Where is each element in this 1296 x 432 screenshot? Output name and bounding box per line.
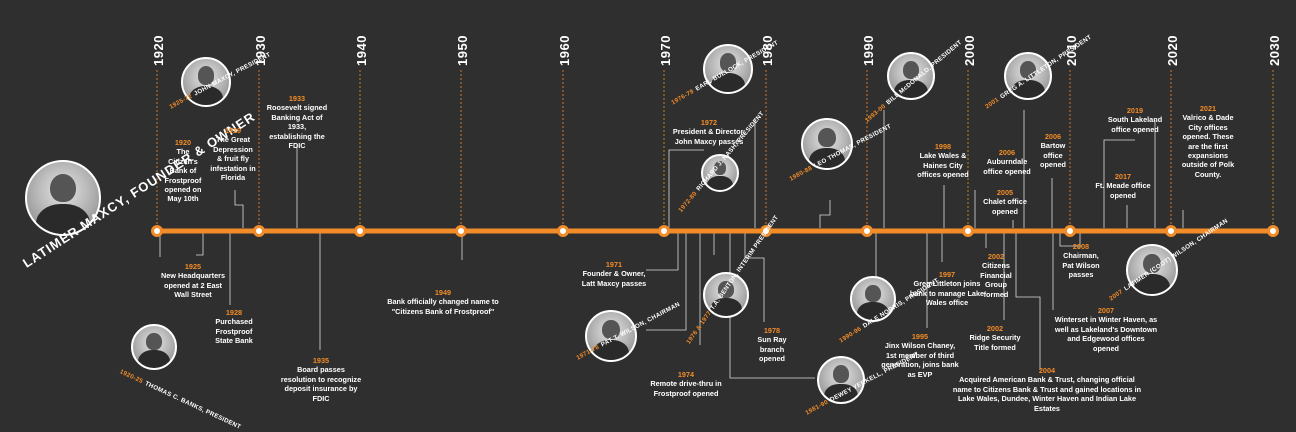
portrait-coot-wilson — [1126, 244, 1178, 296]
portrait-earl-bullock — [703, 44, 753, 94]
event-1933: 1933 Roosevelt signed Banking Act of 1933… — [266, 94, 328, 151]
event-2021: 2021 Valrico & Dade City offices opened. … — [1181, 104, 1235, 179]
event-1972: 1972 President & Director, John Maxcy pas… — [672, 118, 746, 146]
decade-label-1970: 1970 — [658, 35, 673, 66]
portrait-thomas-banks — [131, 324, 177, 370]
decade-label-2000: 2000 — [962, 35, 977, 66]
portrait-pat-wilson — [585, 310, 637, 362]
decade-label-1960: 1960 — [557, 35, 572, 66]
event-2006-bartow: 2006 Bartow office opened — [1040, 132, 1066, 170]
portrait-leo-thomas — [801, 118, 853, 170]
event-1920: 1920 The Citizen's Bank of Frostproof ope… — [164, 138, 202, 204]
event-1929: 1929 The Great Depression & fruit fly inf… — [210, 126, 256, 183]
event-1997: 1997 Greg Littleton joins bank to manage … — [909, 270, 985, 308]
event-1978: 1978 Sun Ray branch opened — [757, 326, 787, 364]
portrait-dewey-yerkell — [817, 356, 865, 404]
event-2006-auburndale: 2006 Auburndale office opened — [983, 148, 1031, 176]
event-1971: 1971 Founder & Owner, Latt Maxcy passes — [581, 260, 647, 288]
event-2002-financial: 2002 Citizens Financial Group formed — [980, 252, 1012, 299]
portrait-greg-littleton — [1004, 52, 1052, 100]
event-2002-title: 2002 Ridge Security Title formed — [969, 324, 1021, 352]
event-2004: 2004 Acquired American Bank & Trust, chan… — [952, 366, 1142, 413]
portrait-bill-mcdonald — [887, 52, 935, 100]
event-2019: 2019 South Lakeland office opened — [1107, 106, 1163, 134]
portrait-richard-nash — [701, 154, 739, 192]
event-2008: 2008 Chairman, Pat Wilson passes — [1062, 242, 1100, 280]
decade-label-2030: 2030 — [1267, 35, 1282, 66]
decade-label-1940: 1940 — [354, 35, 369, 66]
event-1928: 1928 Purchased Frostproof State Bank — [215, 308, 253, 346]
event-1949: 1949 Bank officially changed name to "Cit… — [387, 288, 499, 316]
decade-label-1920: 1920 — [151, 35, 166, 66]
decade-label-1990: 1990 — [861, 35, 876, 66]
founder-portrait — [25, 160, 101, 236]
decade-label-2020: 2020 — [1165, 35, 1180, 66]
portrait-dale-norris — [850, 276, 896, 322]
event-2007: 2007 Winterset in Winter Haven, as well a… — [1054, 306, 1158, 353]
portrait-john-maxcy — [181, 57, 231, 107]
event-1974: 1974 Remote drive-thru in Frostproof open… — [650, 370, 722, 398]
event-1998: 1998 Lake Wales & Haines City offices ope… — [917, 142, 969, 180]
event-1925: 1925 New Headquarters opened at 2 East Wa… — [160, 262, 226, 300]
event-1995: 1995 Jinx Wilson Chaney, 1st member of th… — [881, 332, 959, 379]
event-2005: 2005 Chalet office opened — [983, 188, 1027, 216]
event-2017: 2017 Ft. Meade office opened — [1095, 172, 1151, 200]
event-1935: 1935 Board passes resolution to recognize… — [280, 356, 362, 403]
decade-label-1950: 1950 — [455, 35, 470, 66]
portrait-ta-benton — [703, 272, 749, 318]
